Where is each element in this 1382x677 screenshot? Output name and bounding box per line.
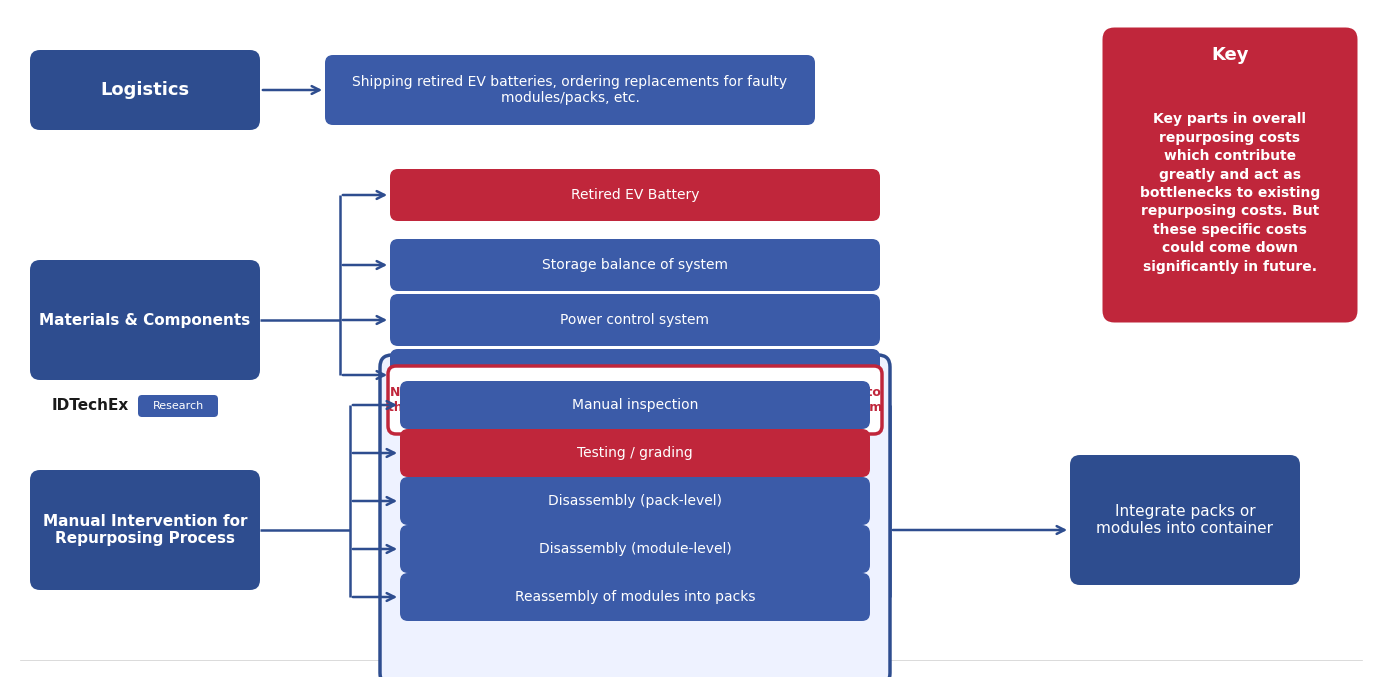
- Text: Controls & communication: Controls & communication: [543, 368, 727, 382]
- Text: IDTechEx: IDTechEx: [53, 397, 130, 412]
- Text: Key parts in overall
repurposing costs
which contribute
greatly and act as
bottl: Key parts in overall repurposing costs w…: [1140, 112, 1320, 274]
- Text: Testing / grading: Testing / grading: [578, 446, 692, 460]
- FancyBboxPatch shape: [399, 429, 871, 477]
- Text: Storage balance of system: Storage balance of system: [542, 258, 728, 272]
- Text: Integrate packs or
modules into container: Integrate packs or modules into containe…: [1096, 504, 1273, 536]
- Text: Reassembly of modules into packs: Reassembly of modules into packs: [514, 590, 755, 604]
- Text: Manual inspection: Manual inspection: [572, 398, 698, 412]
- FancyBboxPatch shape: [30, 50, 260, 130]
- FancyBboxPatch shape: [390, 349, 880, 401]
- Text: Shipping retired EV batteries, ordering replacements for faulty
modules/packs, e: Shipping retired EV batteries, ordering …: [352, 75, 788, 105]
- FancyBboxPatch shape: [390, 169, 880, 221]
- Text: Disassembly (module-level): Disassembly (module-level): [539, 542, 731, 556]
- Text: Power control system: Power control system: [561, 313, 709, 327]
- Text: Disassembly (pack-level): Disassembly (pack-level): [549, 494, 721, 508]
- FancyBboxPatch shape: [388, 366, 882, 434]
- FancyBboxPatch shape: [399, 525, 871, 573]
- FancyBboxPatch shape: [30, 260, 260, 380]
- Text: Research: Research: [152, 401, 203, 411]
- Text: Materials & Components: Materials & Components: [39, 313, 250, 328]
- FancyBboxPatch shape: [30, 470, 260, 590]
- Text: Key: Key: [1211, 47, 1249, 64]
- FancyBboxPatch shape: [399, 573, 871, 621]
- FancyBboxPatch shape: [399, 381, 871, 429]
- Text: Logistics: Logistics: [101, 81, 189, 99]
- FancyBboxPatch shape: [399, 477, 871, 525]
- FancyBboxPatch shape: [390, 239, 880, 291]
- FancyBboxPatch shape: [1070, 455, 1300, 585]
- FancyBboxPatch shape: [138, 395, 218, 417]
- FancyBboxPatch shape: [1103, 28, 1357, 322]
- Text: Needs to be repeated multiple times over several EV battery packs to
then be rep: Needs to be repeated multiple times over…: [388, 386, 882, 414]
- FancyBboxPatch shape: [390, 294, 880, 346]
- FancyBboxPatch shape: [380, 355, 890, 677]
- FancyBboxPatch shape: [325, 55, 815, 125]
- Text: Retired EV Battery: Retired EV Battery: [571, 188, 699, 202]
- Text: Manual Intervention for
Repurposing Process: Manual Intervention for Repurposing Proc…: [43, 514, 247, 546]
